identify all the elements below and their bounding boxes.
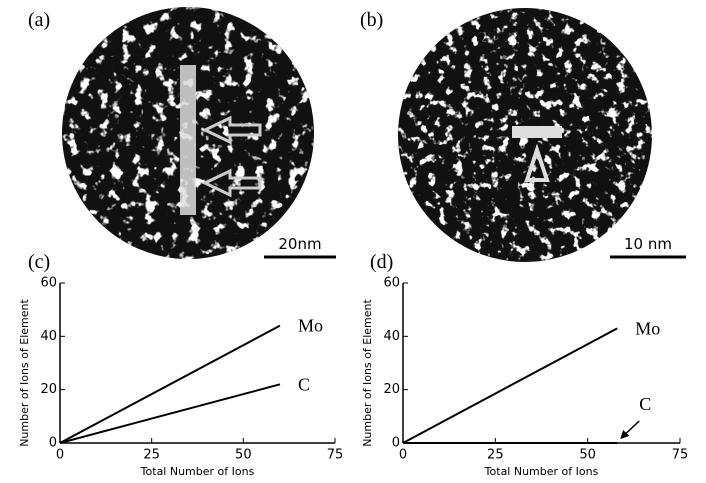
series-label: Mo <box>298 316 323 336</box>
x-axis-label: Total Number of Ions <box>140 465 255 478</box>
panel-label: (b) <box>360 9 383 31</box>
data-line <box>403 328 617 443</box>
x-tick-label: 50 <box>579 448 596 463</box>
x-tick-label: 25 <box>487 448 504 463</box>
panel-label: (a) <box>28 9 50 31</box>
y-tick-label: 40 <box>383 329 400 344</box>
x-tick-label: 0 <box>56 448 64 463</box>
y-tick-label: 0 <box>49 436 57 451</box>
x-tick-label: 25 <box>143 448 160 463</box>
micrograph-b <box>398 8 652 262</box>
y-axis-label: Number of Ions of Element <box>361 299 374 447</box>
y-tick-label: 60 <box>383 276 400 291</box>
data-line <box>60 326 280 443</box>
x-tick-label: 50 <box>235 448 252 463</box>
scale-bar-label: 10 nm <box>624 235 672 253</box>
y-tick-label: 40 <box>40 329 57 344</box>
scale-bar-label: 20nm <box>278 235 321 253</box>
micrograph-a <box>60 5 316 261</box>
series-label: C <box>639 394 651 414</box>
x-tick-label: 75 <box>672 448 689 463</box>
y-tick-label: 0 <box>392 436 400 451</box>
y-tick-label: 20 <box>40 382 57 397</box>
figure: (a) (b) (c) (d) 20nm 10 nm 0 25 50 75 0 20 40 6… <box>0 0 706 483</box>
series-label: Mo <box>635 318 660 338</box>
panel-label: (c) <box>28 251 50 273</box>
panel-label: (d) <box>370 251 393 273</box>
x-axis-label: Total Number of Ions <box>484 465 599 478</box>
series-label: C <box>298 374 310 394</box>
x-tick-label: 0 <box>399 448 407 463</box>
y-tick-label: 20 <box>383 382 400 397</box>
x-tick-label: 75 <box>327 448 344 463</box>
data-line <box>60 384 280 443</box>
y-axis-label: Number of Ions of Element <box>18 299 31 447</box>
y-tick-label: 60 <box>40 276 57 291</box>
